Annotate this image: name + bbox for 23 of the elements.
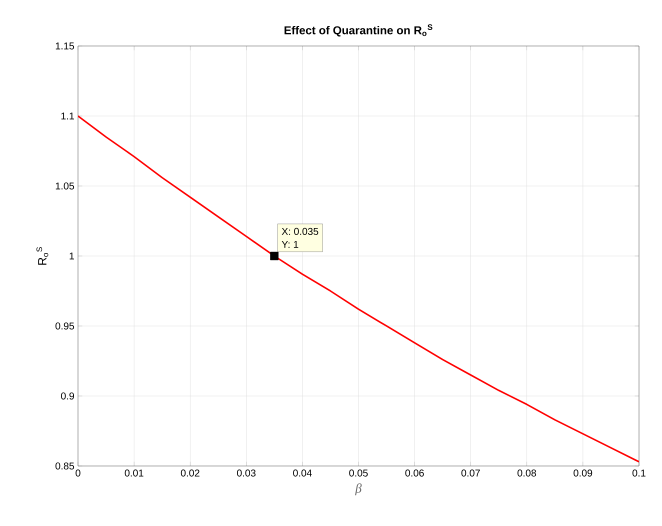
chart-title: Effect of Quarantine on R$_{o}$S [284, 24, 432, 36]
x-tick-label: 0.05 [349, 470, 368, 477]
y-tick-label: 0.95 [55, 322, 74, 330]
x-tick-label: 0.07 [461, 470, 480, 477]
y-tick-label: 0.85 [55, 462, 74, 470]
x-tick-label: 0.1 [632, 470, 646, 477]
annotation: X: 0.035 [282, 228, 318, 235]
x-tick-label: 0 [76, 470, 80, 477]
x-tick-label: 0.03 [237, 470, 256, 477]
line-series [78, 115, 640, 463]
x-tick-label: 0.02 [180, 470, 200, 477]
x-axis-title: β [355, 483, 362, 496]
x-tick-label: 0.06 [405, 470, 424, 477]
x-tick-label: 0.01 [124, 470, 144, 477]
y-tick-label: 1 [70, 252, 74, 260]
x-tick-label: 0.08 [518, 470, 536, 477]
x-tick-label: 0.04 [293, 470, 312, 477]
y-tick-label: 0.9 [61, 392, 74, 400]
annotation: Y: 1 [282, 240, 298, 248]
x-tick-label: 0.09 [574, 470, 592, 477]
y-tick-label: 1.15 [56, 42, 74, 50]
y-tick-label: 1.1 [61, 112, 74, 120]
y-tick-label: 1.05 [56, 182, 74, 190]
